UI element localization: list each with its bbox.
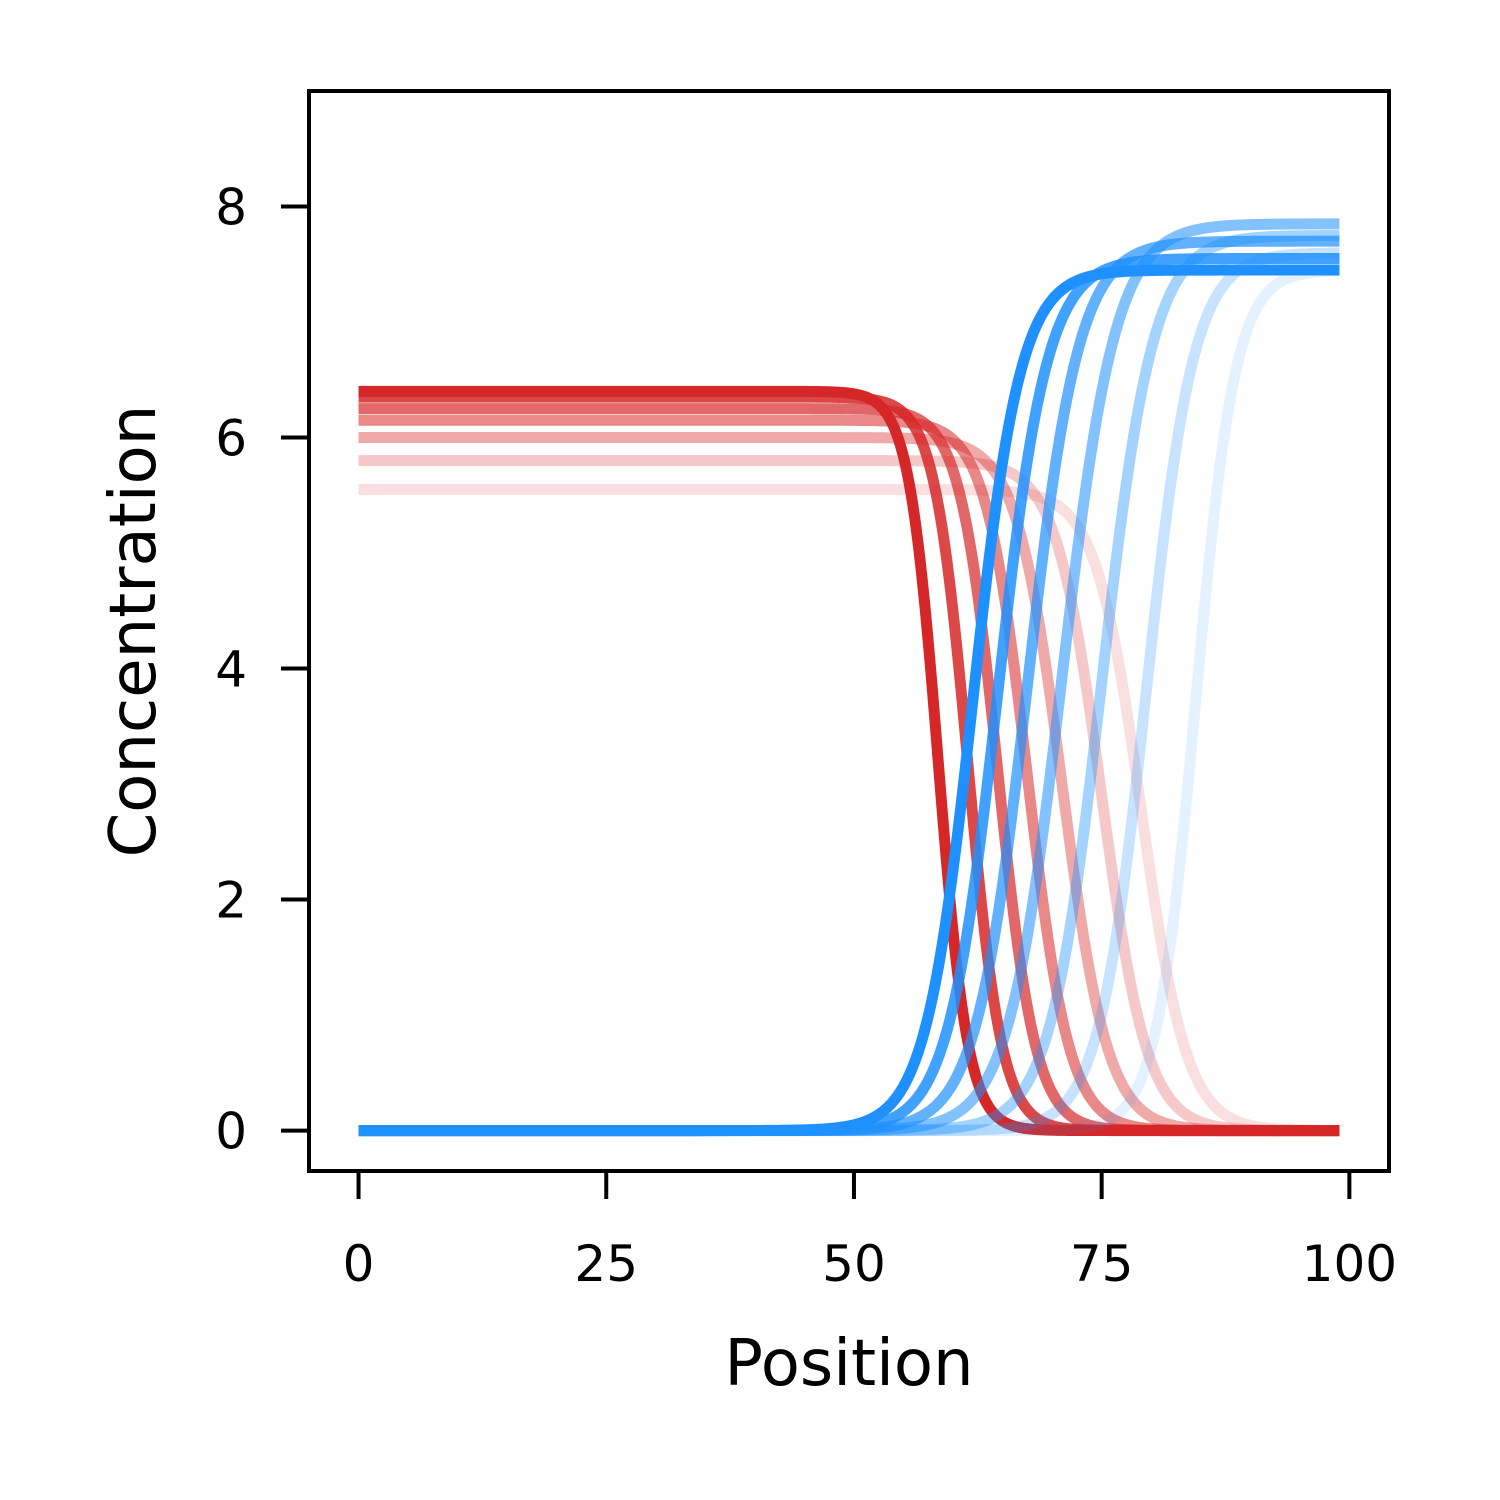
x-axis-label: Position <box>724 1327 973 1401</box>
series-line-blue-7 <box>355 264 1343 1137</box>
x-tick-label: 25 <box>574 1235 638 1293</box>
y-tick-label: 8 <box>215 179 247 237</box>
series-line-red-7 <box>355 385 1343 1137</box>
y-axis-label: Concentration <box>97 405 171 858</box>
x-tick-label: 50 <box>822 1235 886 1293</box>
series-layer <box>355 218 1343 1137</box>
series-line-red-1 <box>355 484 1343 1136</box>
x-tick-label: 75 <box>1070 1235 1134 1293</box>
x-axis: 0 25 50 75 100 <box>343 1171 1397 1293</box>
series-line-red-2 <box>355 455 1343 1137</box>
x-tick-label: 100 <box>1302 1235 1397 1293</box>
y-tick-label: 0 <box>215 1103 247 1161</box>
y-axis: 0 2 4 6 8 <box>215 179 309 1161</box>
y-tick-label: 4 <box>215 641 247 699</box>
x-tick-label: 0 <box>343 1235 375 1293</box>
y-tick-label: 2 <box>215 872 247 930</box>
plot-frame <box>307 89 1391 1173</box>
y-tick-label: 6 <box>215 410 247 468</box>
